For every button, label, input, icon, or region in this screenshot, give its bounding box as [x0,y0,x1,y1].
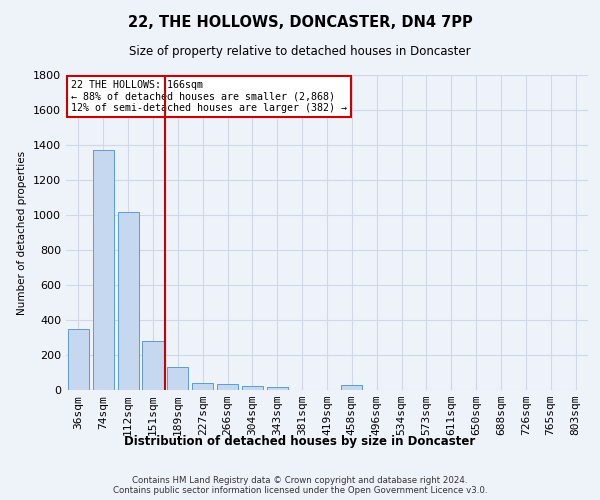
Text: 22 THE HOLLOWS: 166sqm
← 88% of detached houses are smaller (2,868)
12% of semi-: 22 THE HOLLOWS: 166sqm ← 88% of detached… [71,80,347,113]
Bar [217,384,238,390]
Text: Contains HM Land Registry data © Crown copyright and database right 2024.
Contai: Contains HM Land Registry data © Crown c… [113,476,487,495]
Bar [118,212,139,390]
Bar [242,386,263,390]
Bar [167,367,188,390]
Bar [68,329,89,390]
Y-axis label: Number of detached properties: Number of detached properties [17,150,28,314]
Text: 22, THE HOLLOWS, DONCASTER, DN4 7PP: 22, THE HOLLOWS, DONCASTER, DN4 7PP [128,15,472,30]
Bar [192,383,213,390]
Text: Distribution of detached houses by size in Doncaster: Distribution of detached houses by size … [124,435,476,448]
Text: Size of property relative to detached houses in Doncaster: Size of property relative to detached ho… [129,45,471,58]
Bar [142,341,164,390]
Bar [93,150,114,390]
Bar [267,387,288,390]
Bar [341,385,362,390]
